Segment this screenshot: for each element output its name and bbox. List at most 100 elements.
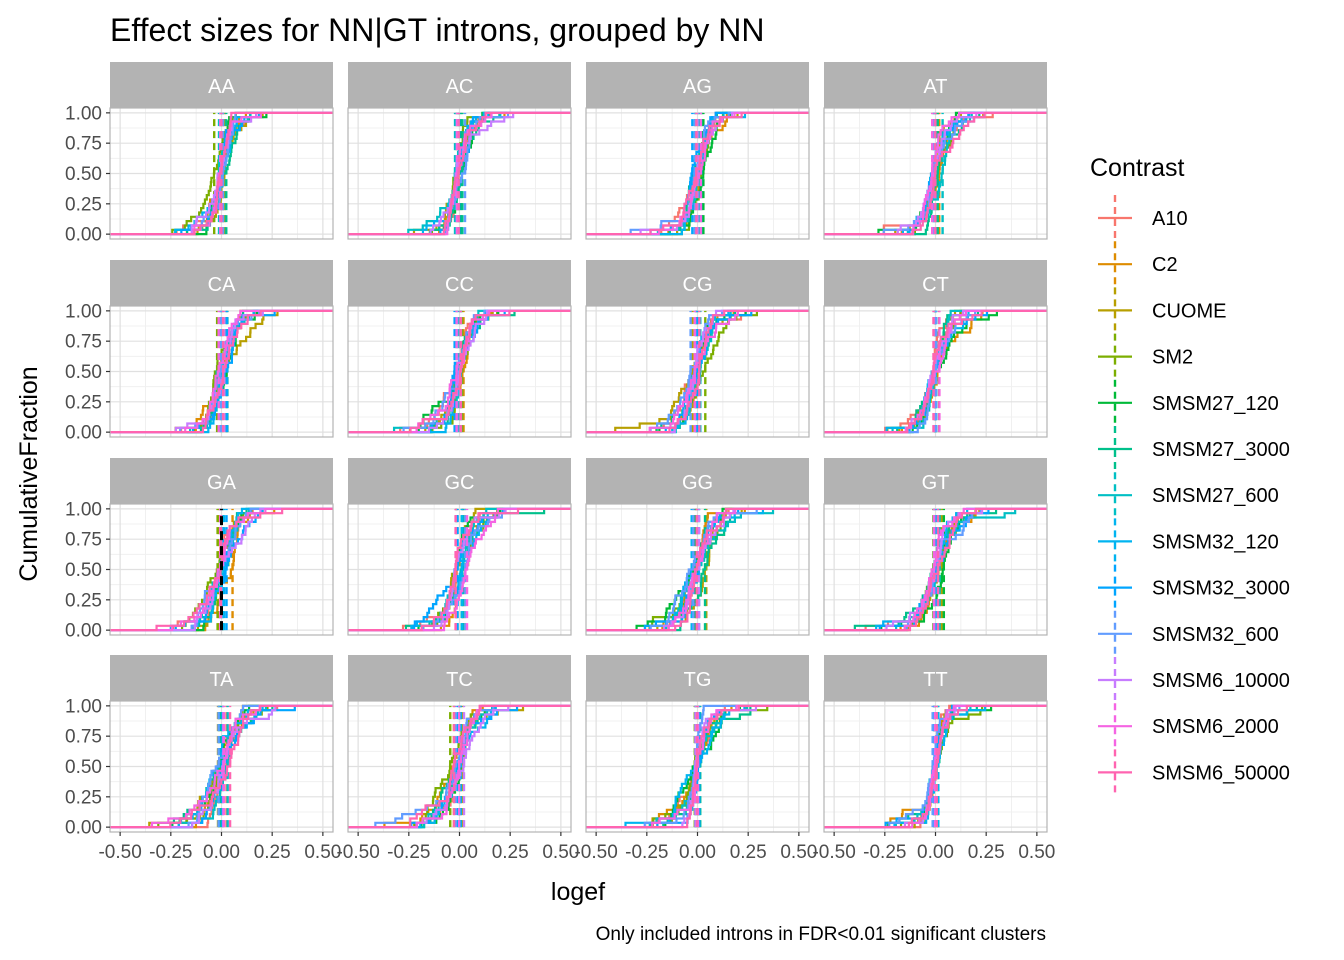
panel-border xyxy=(347,503,572,636)
x-tick-label: -0.50 xyxy=(574,842,617,863)
facet-strip xyxy=(348,655,571,701)
series-line-smsm6_2000 xyxy=(824,309,1047,434)
x-tick-label: 0.00 xyxy=(679,842,716,863)
facet-strip xyxy=(824,260,1047,306)
facet-strip-label: AA xyxy=(208,76,235,98)
facet-strip-label: AT xyxy=(923,76,947,98)
panel-border xyxy=(347,305,572,438)
facet-gc: GC xyxy=(347,458,572,636)
y-tick-label: 1.00 xyxy=(65,499,102,520)
legend-label: SM2 xyxy=(1152,347,1193,369)
facet-strip-label: AG xyxy=(683,76,712,98)
y-tick-label: 0.25 xyxy=(65,590,102,611)
panel-border xyxy=(585,107,810,240)
facet-strip-label: AC xyxy=(446,76,474,98)
facet-cc: CC xyxy=(347,260,572,438)
facet-strip xyxy=(348,458,571,504)
x-tick-label: 0.50 xyxy=(304,842,341,863)
x-tick-label: 0.25 xyxy=(730,842,767,863)
y-tick-label: 0.25 xyxy=(65,787,102,808)
x-tick-label: -0.50 xyxy=(812,842,855,863)
facet-strip-label: CG xyxy=(683,274,713,296)
y-tick-label: 1.00 xyxy=(65,696,102,717)
legend-title: Contrast xyxy=(1090,154,1185,182)
y-tick-label: 0.00 xyxy=(65,621,102,642)
legend-item: C2 xyxy=(1098,241,1178,288)
legend-item: SMSM6_10000 xyxy=(1098,657,1290,703)
y-tick-label: 0.50 xyxy=(65,757,102,778)
legend-item: SMSM27_120 xyxy=(1098,379,1279,426)
curves xyxy=(586,111,809,236)
facet-strip xyxy=(348,62,571,108)
legend-item: SMSM6_2000 xyxy=(1098,703,1279,750)
facet-ct: CT xyxy=(823,260,1048,438)
x-tick-label: 0.50 xyxy=(1018,842,1055,863)
legend-label: C2 xyxy=(1152,254,1178,276)
facet-strip-label: TA xyxy=(209,669,234,691)
facet-strip-label: CA xyxy=(208,274,236,296)
facet-strip xyxy=(110,260,333,306)
legend-label: SMSM27_3000 xyxy=(1152,439,1290,461)
y-tick-label: 0.75 xyxy=(65,727,102,748)
facet-ga: GA 0.00 0.25 0.50 0.75 1.00 xyxy=(65,458,334,642)
x-tick-label: 0.25 xyxy=(492,842,529,863)
facet-strip xyxy=(110,655,333,701)
legend-label: SMSM27_600 xyxy=(1152,485,1279,507)
x-tick-label: -0.50 xyxy=(98,842,141,863)
curves xyxy=(110,704,333,829)
x-tick-label: 0.00 xyxy=(441,842,478,863)
legend-label: CUOME xyxy=(1152,300,1226,322)
y-tick-label: 0.75 xyxy=(65,134,102,155)
curves xyxy=(824,507,1047,632)
legend-label: SMSM32_120 xyxy=(1152,531,1279,553)
facet-strip-label: GG xyxy=(682,472,713,494)
legend-label: SMSM27_120 xyxy=(1152,393,1279,415)
x-tick-label: -0.25 xyxy=(863,842,906,863)
panel-border xyxy=(585,503,810,636)
legend-label: SMSM32_3000 xyxy=(1152,578,1290,600)
curves xyxy=(348,309,571,434)
series-line-smsm32_3000 xyxy=(110,309,333,434)
y-tick-label: 0.50 xyxy=(65,560,102,581)
facet-strip-label: CC xyxy=(445,274,474,296)
curves xyxy=(824,309,1047,434)
y-tick-label: 0.50 xyxy=(65,362,102,383)
facet-at: AT xyxy=(823,62,1048,240)
facet-strip xyxy=(824,62,1047,108)
curves xyxy=(586,507,809,632)
y-axis-title: CumulativeFraction xyxy=(15,366,43,581)
y-tick-label: 0.00 xyxy=(65,225,102,246)
facet-tg: TG -0.50 -0.25 0.00 0.25 0.50 xyxy=(574,655,817,863)
curves xyxy=(110,507,333,632)
legend-item: SMSM32_3000 xyxy=(1098,564,1290,611)
x-tick-label: -0.25 xyxy=(625,842,668,863)
legend-item: SMSM27_3000 xyxy=(1098,426,1290,472)
x-axis-title: logef xyxy=(551,878,605,906)
legend-item: SMSM27_600 xyxy=(1098,472,1279,519)
curves xyxy=(824,111,1047,236)
x-tick-label: 0.00 xyxy=(203,842,240,863)
facet-strip-label: TT xyxy=(923,669,947,691)
legend-item: CUOME xyxy=(1098,287,1226,334)
panel-border xyxy=(347,107,572,240)
legend-item: SM2 xyxy=(1098,333,1193,380)
curves xyxy=(110,309,333,434)
facet-strip-label: GC xyxy=(445,472,475,494)
facet-strip xyxy=(586,458,809,504)
facet-strip xyxy=(586,655,809,701)
legend-item: SMSM32_600 xyxy=(1098,610,1279,657)
facet-gg: GG xyxy=(585,458,810,636)
facet-strip xyxy=(586,260,809,306)
facet-panels: AA 0.00 0.25 0.50 0.75 1.00 AC AG AT CA 0.00 0.25 0.… xyxy=(65,62,1055,863)
facet-strip-label: CT xyxy=(922,274,949,296)
y-tick-label: 0.00 xyxy=(65,423,102,444)
legend-label: SMSM6_50000 xyxy=(1152,762,1290,784)
facet-strip xyxy=(110,458,333,504)
x-tick-label: 0.25 xyxy=(968,842,1005,863)
curves xyxy=(824,704,1047,829)
curves xyxy=(348,507,571,632)
y-tick-label: 0.75 xyxy=(65,530,102,551)
panel-border xyxy=(823,107,1048,240)
legend-label: SMSM6_10000 xyxy=(1152,670,1290,692)
